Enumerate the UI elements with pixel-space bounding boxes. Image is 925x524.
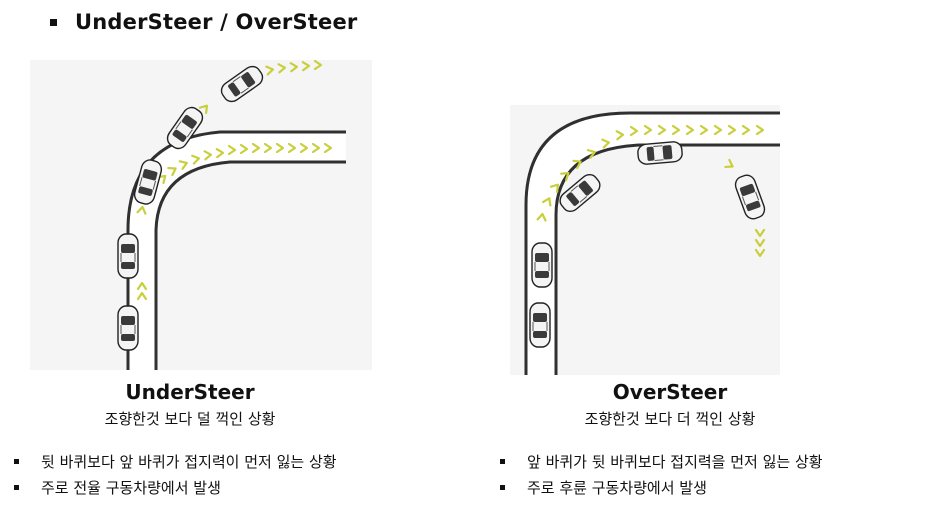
bullet-text: 주로 후륜 구동차량에서 발생	[527, 478, 707, 497]
bullet-text: 앞 바퀴가 뒷 바퀴보다 접지력을 먼저 잃는 상황	[527, 452, 823, 471]
understeer-caption-sub: 조향한것 보다 덜 꺽인 상황	[104, 410, 276, 428]
bullet-text: 주로 전율 구동차량에서 발생	[41, 478, 221, 497]
bullet-marker	[500, 484, 505, 490]
page-title: UnderSteer / OverSteer	[75, 10, 358, 34]
understeer-diagram	[30, 60, 372, 370]
oversteer-diagram	[510, 105, 780, 375]
oversteer-caption-title: OverSteer	[612, 380, 728, 404]
bullet-marker	[14, 484, 19, 490]
bullet-text: 뒷 바퀴보다 앞 바퀴가 접지력이 먼저 잃는 상황	[41, 452, 337, 471]
oversteer-caption-sub: 조향한것 보다 더 꺽인 상황	[584, 410, 756, 428]
understeer-bullets: 뒷 바퀴보다 앞 바퀴가 접지력이 먼저 잃는 상황 주로 전율 구동차량에서 …	[14, 448, 337, 500]
understeer-svg	[117, 60, 346, 370]
oversteer-bullets: 앞 바퀴가 뒷 바퀴보다 접지력을 먼저 잃는 상황 주로 후륜 구동차량에서 …	[500, 448, 823, 500]
bullet-marker	[14, 458, 19, 464]
title-bullet	[50, 18, 57, 26]
bullet-marker	[500, 458, 505, 464]
understeer-caption-title: UnderSteer	[125, 380, 255, 404]
oversteer-svg	[524, 111, 780, 375]
header: UnderSteer / OverSteer	[50, 10, 357, 34]
chevron-arrow-icon	[198, 60, 323, 114]
list-item: 주로 전율 구동차량에서 발생	[14, 474, 337, 500]
list-item: 뒷 바퀴보다 앞 바퀴가 접지력이 먼저 잃는 상황	[14, 448, 337, 474]
list-item: 주로 후륜 구동차량에서 발생	[500, 474, 823, 500]
list-item: 앞 바퀴가 뒷 바퀴보다 접지력을 먼저 잃는 상황	[500, 448, 823, 474]
